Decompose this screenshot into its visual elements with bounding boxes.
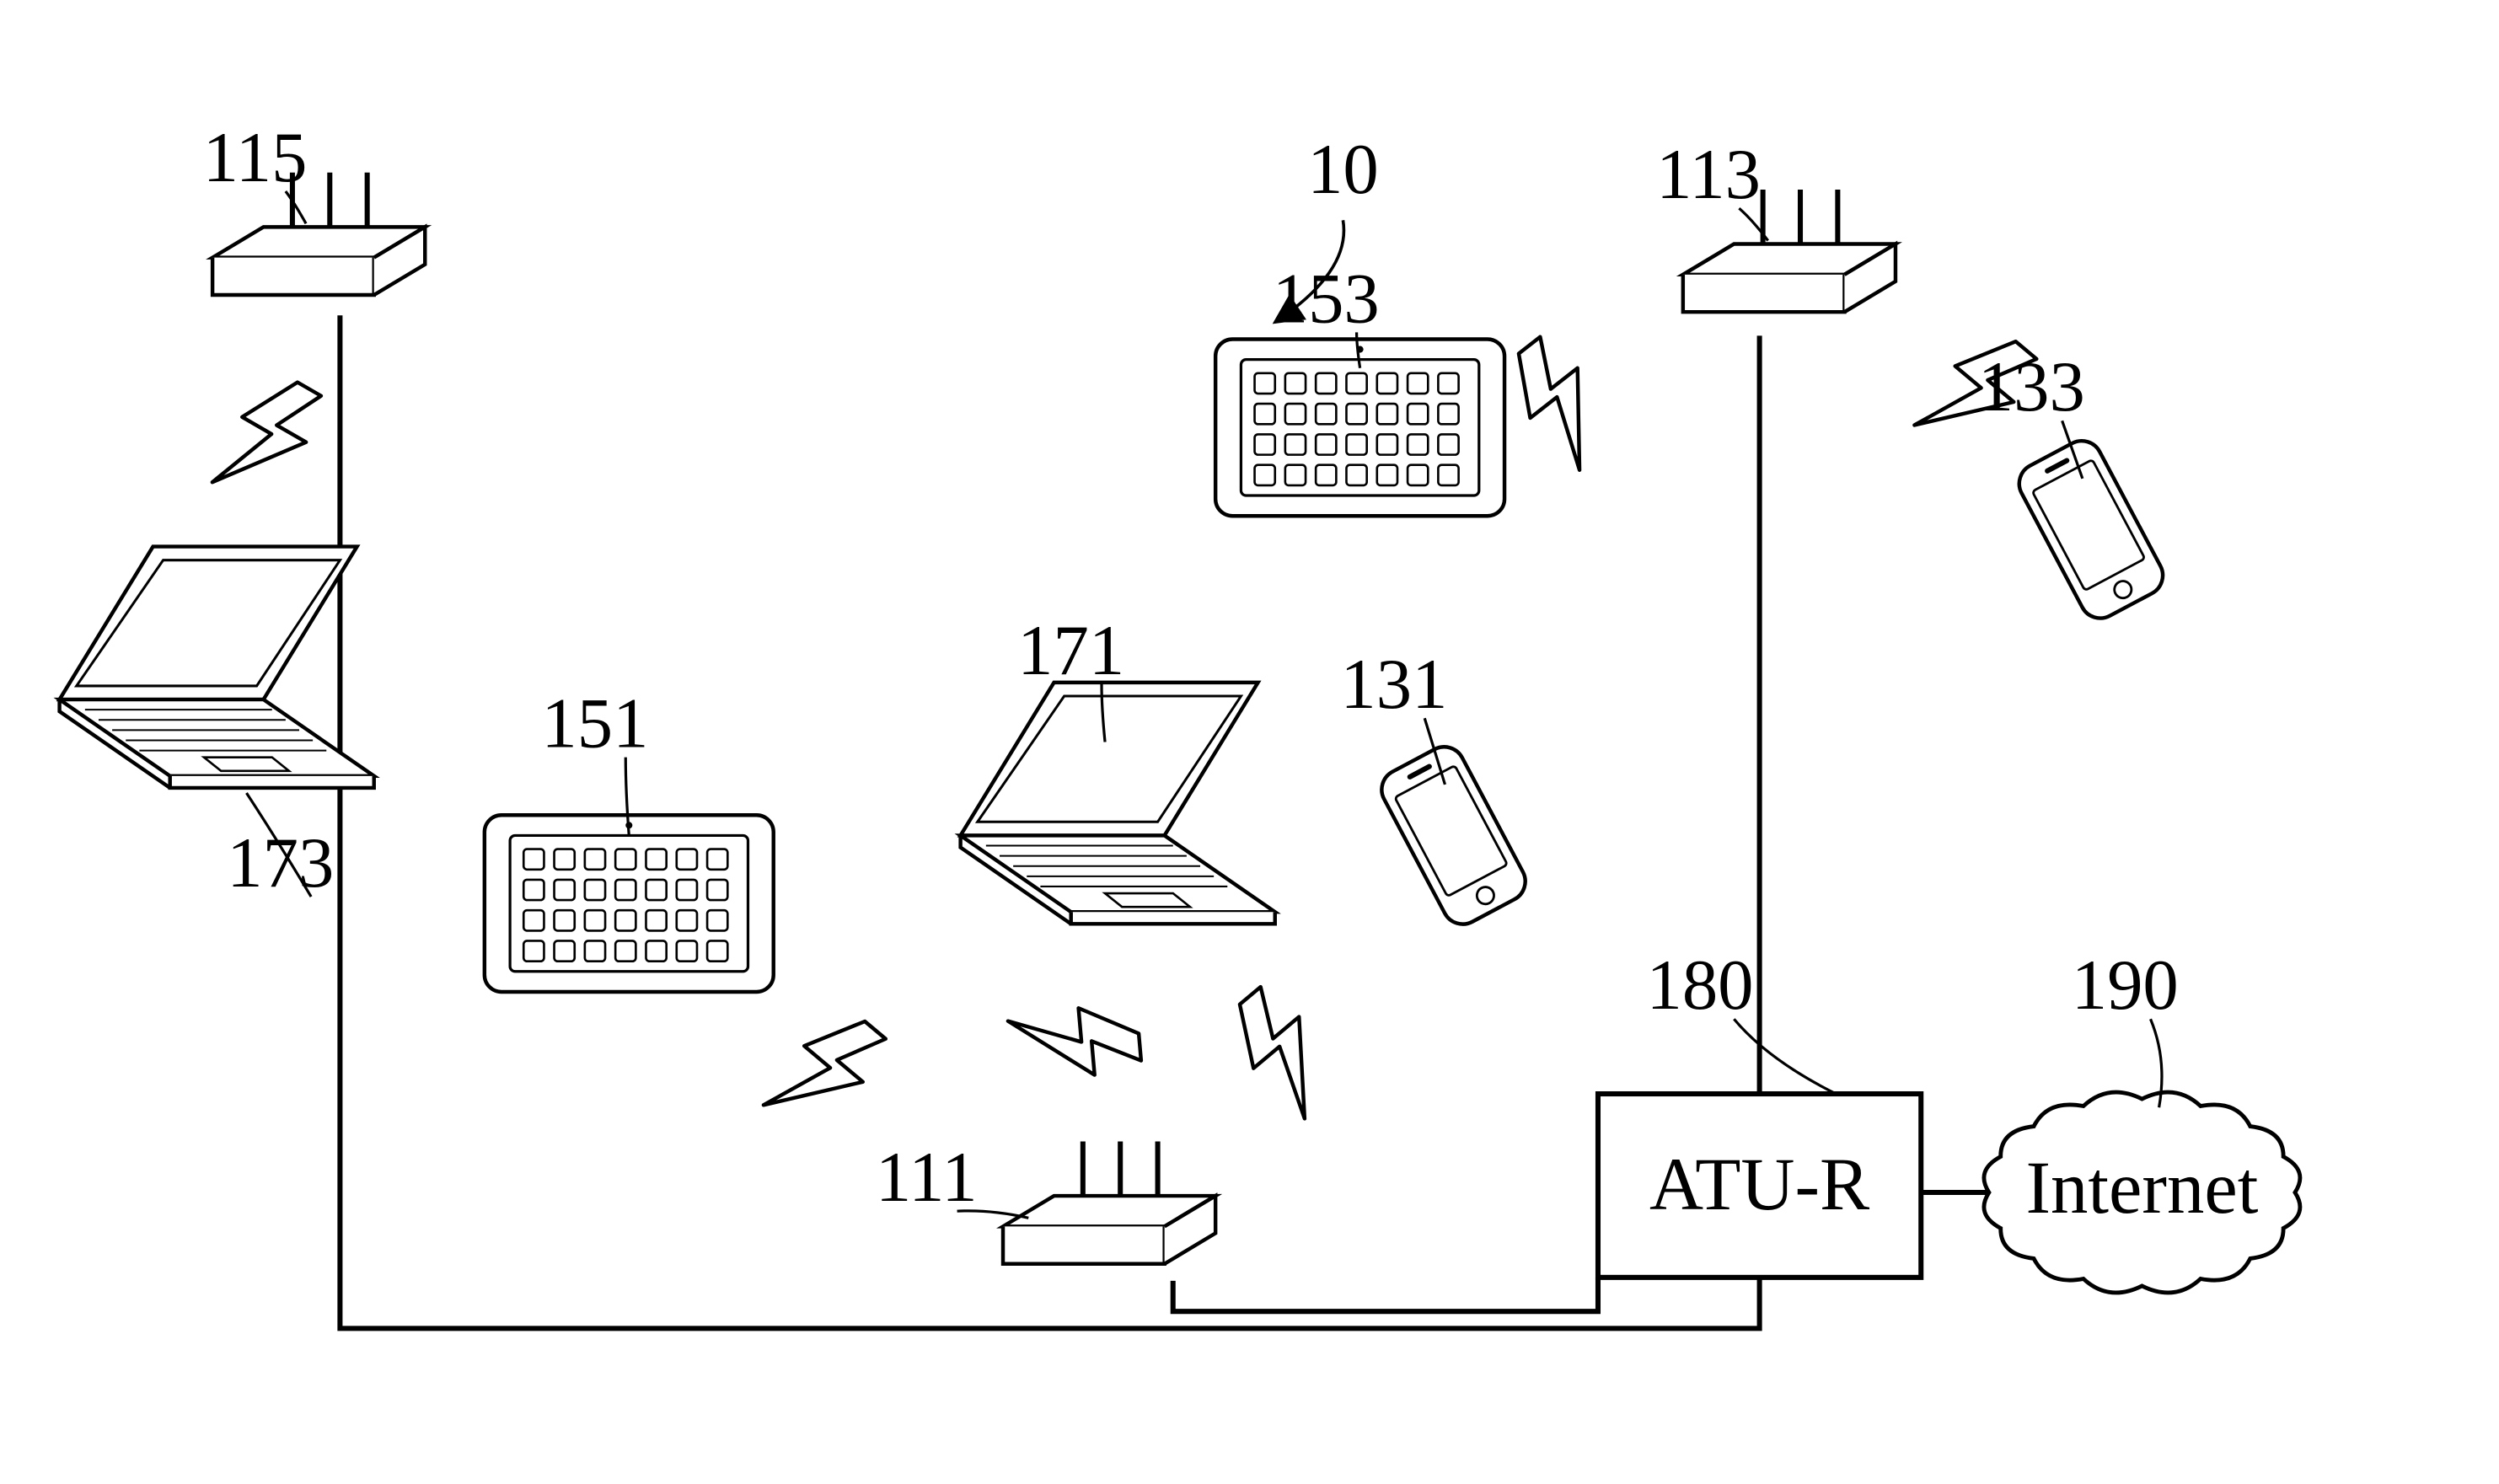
laptop-icon: [961, 683, 1275, 924]
ref-10: 10: [1307, 131, 1379, 209]
phone-icon: [2012, 434, 2169, 625]
ref-180: 180: [1646, 946, 1753, 1025]
device-layer: [60, 173, 2300, 1293]
laptop-icon: [60, 547, 374, 788]
ref-171: 171: [1017, 612, 1124, 690]
ref-133: 133: [1978, 348, 2085, 426]
ref-190: 190: [2072, 946, 2179, 1025]
ref-111: 111: [876, 1138, 978, 1217]
ref-173: 173: [227, 824, 334, 903]
ref-153: 153: [1273, 260, 1380, 338]
ref-131: 131: [1340, 646, 1447, 724]
wireless-bolt-icon: [1494, 330, 1628, 474]
wireless-bolt-icon: [1007, 1003, 1142, 1082]
tablet-icon: [485, 815, 774, 992]
ref-115: 115: [203, 119, 308, 197]
ref-113: 113: [1656, 136, 1761, 214]
atur-label: ATU-R: [1649, 1144, 1870, 1226]
ref-151: 151: [541, 685, 648, 763]
wireless-bolt-icon: [1216, 980, 1351, 1122]
wireless-bolt-icon: [759, 1002, 893, 1144]
wireless-bolt-icon: [206, 367, 330, 512]
label-layer: ATU-R 180 Internet 190 115 113 111 153 151 173 171…: [203, 119, 2259, 1230]
internet-label: Internet: [2025, 1147, 2258, 1230]
wire: [1173, 1278, 1598, 1311]
router-icon: [1003, 1141, 1215, 1263]
phone-icon: [1375, 740, 1532, 931]
